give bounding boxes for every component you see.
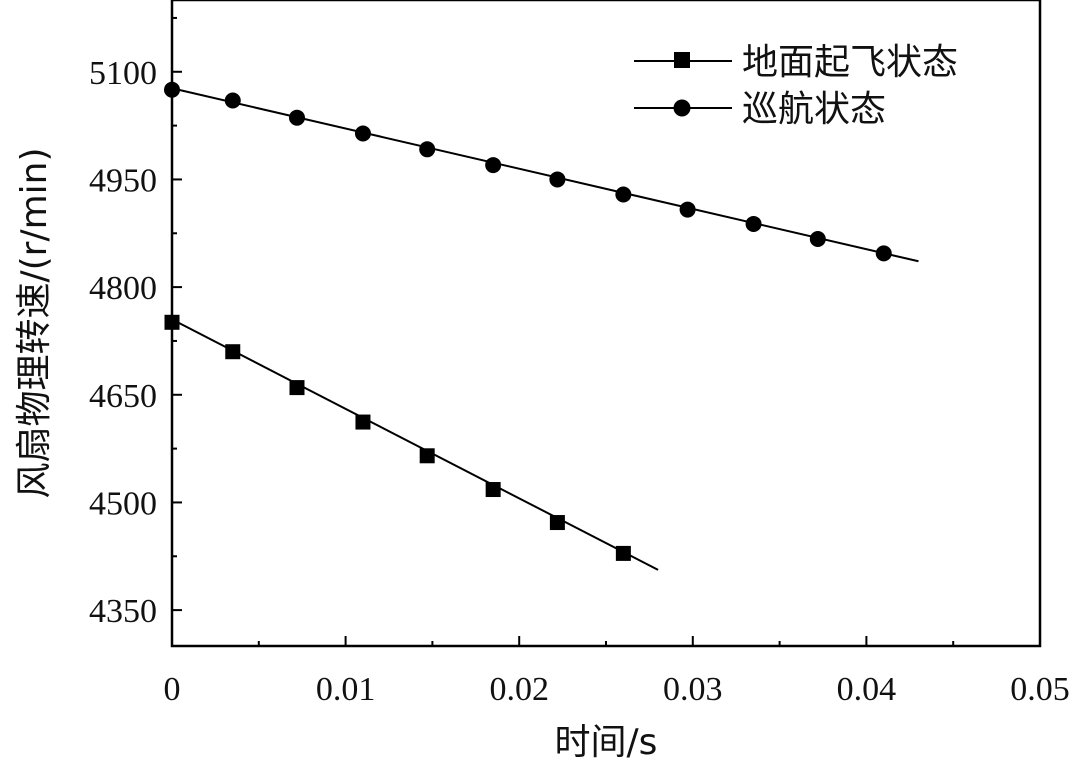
data-point-square: [615, 545, 631, 561]
data-point-circle: [419, 141, 436, 158]
data-point-circle: [745, 215, 762, 232]
data-point-circle: [809, 231, 826, 248]
x-tick-label: 0.03: [663, 671, 723, 708]
legend-marker-circle: [673, 99, 691, 117]
y-axis-ticks: 4350 4500 4650 4800 4950 5100: [89, 16, 182, 630]
series-fit-line: [171, 318, 659, 571]
data-point-square: [164, 314, 180, 330]
data-point-circle: [485, 157, 502, 174]
x-axis-title: 时间/s: [555, 722, 658, 760]
data-point-square: [289, 380, 305, 396]
y-tick-label: 4500: [89, 485, 157, 522]
x-tick-label: 0.04: [837, 671, 897, 708]
x-tick-label: 0: [164, 671, 181, 708]
y-tick-label: 4650: [89, 378, 157, 415]
data-point-circle: [875, 245, 892, 262]
plot-frame: [170, 0, 1042, 648]
y-axis-title: 风扇物理转速/(r/min): [14, 147, 55, 498]
x-tick-label: 0.05: [1010, 671, 1070, 708]
data-point-square: [485, 482, 501, 498]
data-point-circle: [288, 109, 305, 126]
legend-marker-square: [674, 52, 690, 68]
plot-area-border: [170, 0, 1042, 648]
series-layer: [164, 81, 919, 571]
y-tick-label: 4350: [89, 593, 157, 630]
legend: 地面起飞状态 巡航状态: [634, 42, 958, 130]
x-tick-label: 0.01: [316, 671, 376, 708]
legend-label-ground-takeoff: 地面起飞状态: [742, 42, 958, 83]
data-point-circle: [164, 81, 180, 98]
y-tick-label: 4800: [89, 270, 157, 307]
data-point-circle: [679, 201, 696, 218]
data-point-circle: [549, 171, 566, 188]
x-axis-ticks: 0 0.01 0.02 0.03 0.04 0.05: [164, 636, 1070, 708]
y-tick-label: 4950: [89, 162, 157, 199]
data-point-circle: [354, 125, 371, 142]
data-point-square: [225, 344, 241, 360]
data-point-circle: [615, 186, 632, 203]
data-point-circle: [224, 92, 241, 109]
x-tick-label: 0.02: [489, 671, 549, 708]
data-point-square: [355, 414, 371, 430]
data-point-square: [419, 448, 435, 464]
y-tick-label: 5100: [89, 55, 157, 92]
series-cruise: [164, 81, 919, 263]
legend-label-cruise: 巡航状态: [742, 89, 886, 130]
data-point-square: [549, 515, 565, 531]
series-ground-takeoff: [164, 314, 659, 571]
